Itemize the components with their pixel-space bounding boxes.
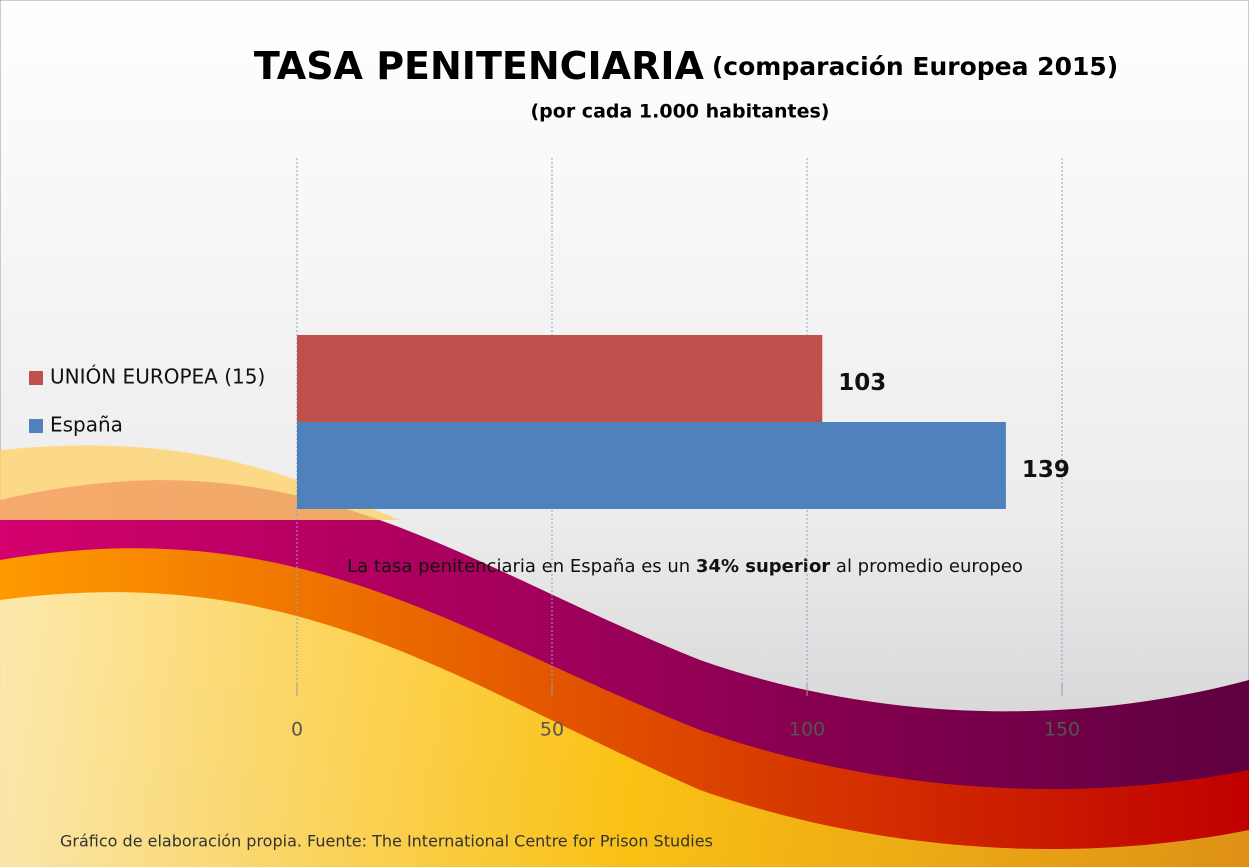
chart-title: TASA PENITENCIARIA (comparación Europea 2… [254,44,1118,88]
bar [297,422,1006,509]
bar [297,335,823,422]
legend-swatch [29,419,43,433]
x-tick-label: 100 [789,719,825,741]
annotation-part: 34% superior [696,556,830,577]
data-label: 139 [1022,457,1070,483]
subtitle: (por cada 1.000 habitantes) [530,101,829,123]
annotation-part: La tasa penitenciaria en España es un [347,556,696,577]
annotation-part: al promedio europeo [830,556,1023,577]
x-tick-label: 0 [291,719,303,741]
data-label: 103 [838,370,886,396]
x-tick-label: 150 [1044,719,1080,741]
legend-swatch [29,371,43,385]
decorative-waves [0,445,1249,867]
legend-label: UNIÓN EUROPEA (15) [50,365,265,389]
legend-label: España [50,413,123,437]
footnote: Gráfico de elaboración propia. Fuente: T… [60,832,713,851]
x-tick-label: 50 [540,719,564,741]
title: TASA PENITENCIARIA [254,44,705,88]
title-note: (comparación Europea 2015) [712,52,1118,81]
annotation: La tasa penitenciaria en España es un 34… [347,556,1023,577]
